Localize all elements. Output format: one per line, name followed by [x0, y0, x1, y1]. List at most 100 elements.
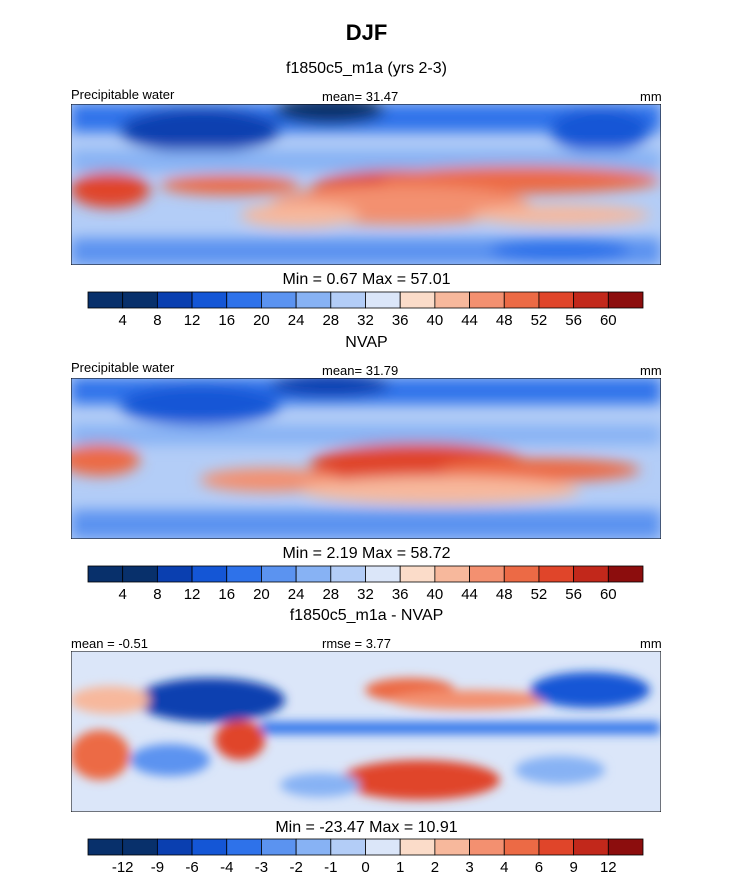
colorbar-tick-label: 40	[427, 312, 444, 329]
colorbar-swatch	[469, 565, 505, 583]
colorbar-tick-label: 24	[288, 312, 305, 329]
colorbar-tick-label: 12	[184, 586, 201, 603]
colorbar-swatch	[399, 565, 436, 583]
colorbar-swatch	[87, 291, 124, 309]
colorbar-tick-label: -3	[255, 859, 268, 876]
colorbar-tick-label: 1	[396, 859, 404, 876]
colorbar-tick-label: 20	[253, 586, 270, 603]
colorbar-tick-label: 3	[465, 859, 473, 876]
panel-1-minmax: Min = 0.67 Max = 57.01	[282, 271, 451, 288]
map-panel-1	[71, 104, 661, 265]
colorbar-swatch	[365, 838, 401, 856]
panel-3-mean-label: mean = -0.51	[71, 636, 148, 651]
colorbar-swatch	[295, 291, 332, 309]
colorbar-swatch	[607, 291, 644, 309]
colorbar-swatch	[607, 838, 644, 856]
colorbar-swatch	[156, 565, 193, 583]
colorbar-tick-label: 4	[119, 586, 127, 603]
colorbar-swatch	[538, 838, 575, 856]
colorbar-tick-label: 56	[565, 312, 582, 329]
colorbar-swatch	[538, 291, 575, 309]
colorbar-swatch	[503, 291, 540, 309]
colorbar-swatch	[399, 838, 436, 856]
panel-2-variable-label: Precipitable water	[71, 360, 175, 375]
colorbar-tick-label: -2	[289, 859, 302, 876]
colorbar-swatch	[261, 291, 297, 309]
colorbar-tick-label: 40	[427, 586, 444, 603]
colorbar-tick-label: -1	[324, 859, 337, 876]
colorbar-tick-label: 8	[153, 312, 161, 329]
colorbar-panel-2: 4 8 12 16 20 24 28 32 36 40 44 48 52 56 60	[87, 565, 644, 603]
colorbar-tick-label: 52	[531, 586, 548, 603]
colorbar-swatch	[226, 291, 262, 309]
colorbar-tick-label: 36	[392, 586, 409, 603]
colorbar-swatch	[573, 291, 609, 309]
colorbar-swatch	[191, 838, 228, 856]
colorbar-swatch	[503, 838, 540, 856]
panel-2-mean-label: mean= 31.79	[322, 363, 399, 378]
panel-3-title: f1850c5_m1a - NVAP	[289, 607, 444, 624]
map-panel-3	[71, 651, 661, 812]
colorbar-tick-label: 52	[531, 312, 548, 329]
colorbar-swatch	[330, 291, 366, 309]
colorbar-swatch	[469, 838, 505, 856]
colorbar-tick-label: 28	[322, 586, 339, 603]
colorbar-swatch	[191, 565, 228, 583]
colorbar-panel-1: 4 8 12 16 20 24 28 32 36 40 44 48 52 56 60	[87, 291, 644, 329]
colorbar-swatch	[573, 565, 609, 583]
colorbar-swatch	[330, 565, 366, 583]
colorbar-swatch	[261, 565, 297, 583]
colorbar-tick-label: 2	[431, 859, 439, 876]
colorbar-tick-label: -6	[185, 859, 198, 876]
colorbar-panel-3: -12 -9 -6 -4 -3 -2 -1 0 1 2 3 4 6 9 12	[87, 838, 644, 876]
colorbar-tick-label: 6	[535, 859, 543, 876]
colorbar-tick-label: 56	[565, 586, 582, 603]
colorbar-swatch	[399, 291, 436, 309]
panel-1-units-label: mm	[640, 89, 662, 104]
colorbar-tick-label: 32	[357, 586, 374, 603]
colorbar-swatch	[87, 838, 124, 856]
colorbar-swatch	[434, 565, 470, 583]
colorbar-swatch	[434, 291, 470, 309]
panel-3-units-label: mm	[640, 636, 662, 651]
colorbar-tick-label: 60	[600, 586, 617, 603]
colorbar-tick-label: 48	[496, 586, 513, 603]
colorbar-swatch	[434, 838, 470, 856]
panel-3-minmax: Min = -23.47 Max = 10.91	[275, 819, 458, 836]
colorbar-swatch	[226, 565, 262, 583]
colorbar-swatch	[226, 838, 262, 856]
panel-1-title: f1850c5_m1a (yrs 2-3)	[286, 60, 447, 77]
colorbar-tick-label: 4	[500, 859, 508, 876]
colorbar-tick-label: 48	[496, 312, 513, 329]
colorbar-tick-label: -12	[112, 859, 134, 876]
colorbar-swatch	[365, 291, 401, 309]
panel-1-variable-label: Precipitable water	[71, 87, 175, 102]
panel-2-title: NVAP	[345, 334, 388, 351]
colorbar-swatch	[156, 838, 193, 856]
colorbar-tick-label: 12	[184, 312, 201, 329]
panel-2-minmax: Min = 2.19 Max = 58.72	[282, 545, 451, 562]
colorbar-tick-label: -9	[151, 859, 164, 876]
colorbar-tick-label: 16	[218, 312, 235, 329]
colorbar-tick-label: 32	[357, 312, 374, 329]
colorbar-swatch	[122, 291, 158, 309]
colorbar-tick-label: -4	[220, 859, 233, 876]
colorbar-swatch	[365, 565, 401, 583]
colorbar-tick-label: 36	[392, 312, 409, 329]
colorbar-swatch	[122, 565, 158, 583]
colorbar-tick-label: 24	[288, 586, 305, 603]
colorbar-tick-label: 12	[600, 859, 617, 876]
colorbar-swatch	[469, 291, 505, 309]
colorbar-swatch	[295, 838, 332, 856]
colorbar-swatch	[503, 565, 540, 583]
colorbar-tick-label: 44	[461, 586, 478, 603]
colorbar-swatch	[538, 565, 575, 583]
main-title: DJF	[345, 20, 388, 45]
colorbar-swatch	[573, 838, 609, 856]
colorbar-tick-label: 16	[218, 586, 235, 603]
colorbar-tick-label: 20	[253, 312, 270, 329]
colorbar-swatch	[261, 838, 297, 856]
colorbar-swatch	[87, 565, 124, 583]
colorbar-swatch	[191, 291, 228, 309]
panel-1-mean-label: mean= 31.47	[322, 89, 399, 104]
